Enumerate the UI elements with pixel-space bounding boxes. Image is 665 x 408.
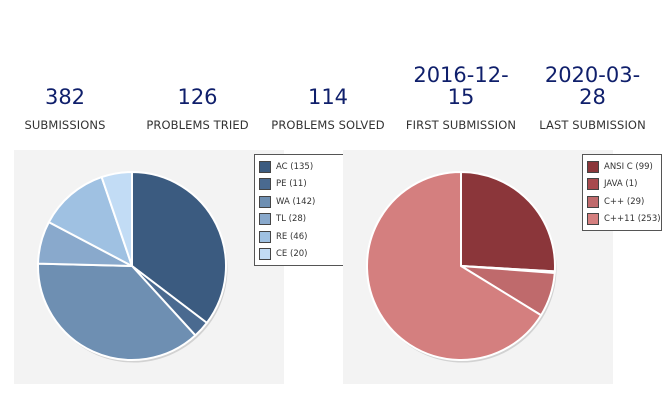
stat-value: 2016-12- 15: [413, 63, 509, 109]
legend-item-re[interactable]: RE (46): [259, 228, 343, 246]
legend-swatch: [587, 160, 599, 173]
verdict-chart-panel: AC (135) PE (11) WA (142) TL (28) RE (46) CE …: [14, 150, 348, 384]
stat-last-submission: 2020-03- 28 LAST SUBMISSION: [535, 62, 650, 132]
legend-swatch: [587, 213, 599, 226]
stat-submissions: 382 SUBMISSIONS: [20, 62, 110, 132]
stats-row: 382 SUBMISSIONS 126 PROBLEMS TRIED 114 P…: [0, 62, 665, 142]
pie-slice-ce[interactable]: [100, 171, 133, 267]
legend-swatch: [259, 230, 271, 243]
legend-swatch: [259, 160, 271, 173]
pie-slice-wa[interactable]: [37, 262, 197, 361]
legend-label: C++ (29): [604, 196, 645, 207]
legend-item-wa[interactable]: WA (142): [259, 193, 343, 211]
legend-swatch: [259, 195, 271, 208]
pie-slice-ansi-c[interactable]: [460, 171, 556, 273]
stat-value: 126: [177, 85, 218, 109]
legend-label: RE (46): [276, 231, 308, 242]
stat-label: PROBLEMS SOLVED: [271, 118, 385, 132]
legend-label: WA (142): [276, 196, 316, 207]
pie-slice-re[interactable]: [47, 176, 133, 267]
legend-item-ansi-c[interactable]: ANSI C (99): [587, 158, 657, 176]
verdict-legend: AC (135) PE (11) WA (142) TL (28) RE (46) CE …: [254, 154, 348, 266]
stat-value: 2020-03- 28: [544, 63, 641, 109]
pie-slice-cpp11[interactable]: [366, 171, 543, 361]
stat-label: FIRST SUBMISSION: [405, 118, 517, 132]
legend-label: PE (11): [276, 179, 307, 190]
legend-label: ANSI C (99): [604, 161, 653, 172]
stat-label: LAST SUBMISSION: [539, 118, 646, 132]
legend-item-ac[interactable]: AC (135): [259, 158, 343, 176]
verdict-pie-chart: [37, 171, 228, 363]
stat-label: SUBMISSIONS: [24, 118, 106, 132]
pie-slice-ac[interactable]: [131, 171, 227, 324]
legend-swatch: [259, 213, 271, 226]
stat-value: 382: [44, 85, 86, 109]
legend-label: CE (20): [276, 249, 308, 260]
stat-first-submission: 2016-12- 15 FIRST SUBMISSION: [402, 62, 520, 132]
legend-label: C++11 (253): [604, 214, 661, 225]
stat-label: PROBLEMS TRIED: [146, 118, 249, 132]
legend-item-java[interactable]: JAVA (1): [587, 176, 657, 194]
legend-item-ce[interactable]: CE (20): [259, 246, 343, 264]
legend-item-pe[interactable]: PE (11): [259, 176, 343, 194]
legend-label: JAVA (1): [604, 179, 638, 190]
language-chart-panel: ANSI C (99) JAVA (1) C++ (29) C++11 (253): [343, 150, 662, 384]
legend-item-cpp11[interactable]: C++11 (253): [587, 211, 661, 229]
stat-problems-solved: 114 PROBLEMS SOLVED: [268, 62, 388, 132]
legend-swatch: [587, 178, 599, 191]
stat-value: 114: [307, 85, 349, 109]
legend-swatch: [259, 178, 271, 191]
stat-problems-tried: 126 PROBLEMS TRIED: [140, 62, 255, 132]
legend-swatch: [259, 248, 271, 261]
legend-item-cpp[interactable]: C++ (29): [587, 193, 657, 211]
language-legend: ANSI C (99) JAVA (1) C++ (29) C++11 (253): [582, 154, 662, 231]
legend-label: TL (28): [276, 214, 307, 225]
language-pie-chart: [366, 171, 557, 363]
legend-item-tl[interactable]: TL (28): [259, 211, 343, 229]
legend-label: AC (135): [276, 161, 314, 172]
legend-swatch: [587, 195, 599, 208]
